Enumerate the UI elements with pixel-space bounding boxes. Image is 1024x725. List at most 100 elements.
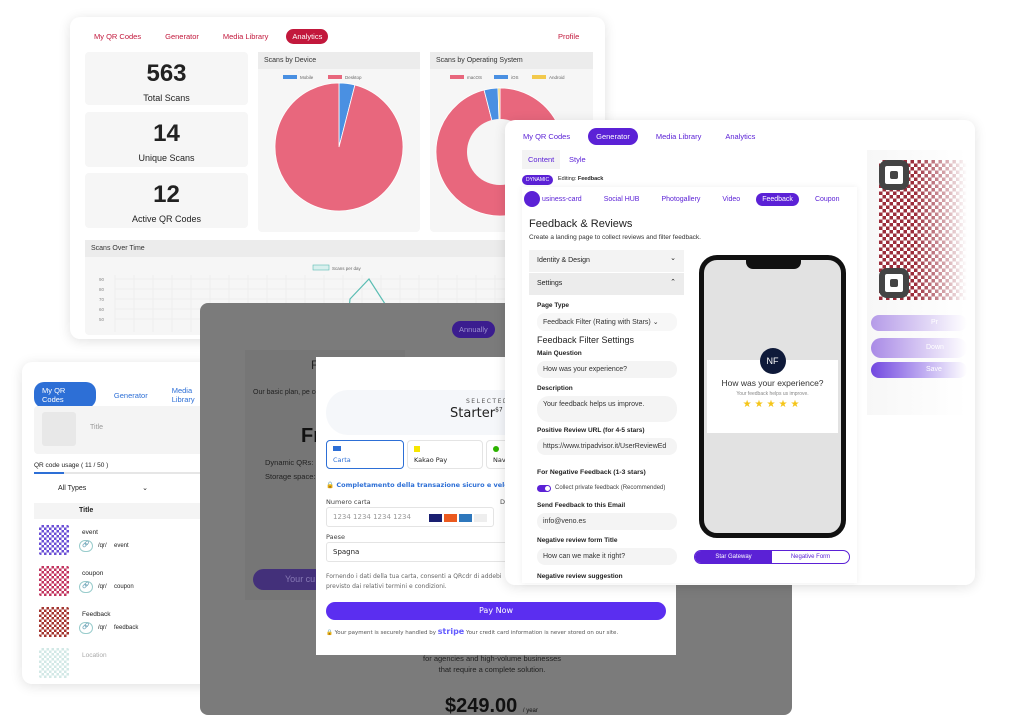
- email-input[interactable]: info@veno.es: [537, 513, 677, 530]
- method-carta[interactable]: Carta: [326, 440, 404, 469]
- y-tick-label: 50: [99, 317, 105, 322]
- qr-finder-icon: [879, 160, 909, 190]
- lock-icon: 🔒: [326, 630, 333, 636]
- link-icon[interactable]: 🔗: [79, 581, 93, 593]
- preview-button[interactable]: Pr: [871, 315, 967, 331]
- section-identity-design[interactable]: Identity & Design ⌄: [529, 250, 684, 272]
- collect-feedback-toggle[interactable]: [537, 485, 551, 492]
- type-tab[interactable]: Video: [722, 196, 741, 203]
- method-label: Kakao Pay: [414, 456, 448, 464]
- mode-star-gateway[interactable]: Star Gateway: [695, 551, 772, 563]
- generator-nav: My QR Codes Generator Media Library Anal…: [517, 128, 761, 145]
- negative-title-input[interactable]: How can we make it right?: [537, 548, 677, 565]
- y-tick-label: 80: [99, 287, 105, 292]
- qr-name: Location: [82, 652, 107, 659]
- y-tick-label: 70: [99, 297, 105, 302]
- stat-value: 12: [153, 181, 180, 208]
- dynamic-badge: DYNAMIC: [522, 175, 554, 185]
- legend-swatch: [283, 75, 297, 79]
- qr-list-row[interactable]: coupon 🔗 /qr/ coupon: [34, 566, 222, 604]
- profile-link[interactable]: Profile: [558, 32, 580, 41]
- qr-slug: feedback: [114, 625, 139, 631]
- card-number-input[interactable]: 1234 1234 1234 1234: [326, 507, 494, 527]
- legend-swatch: [312, 264, 330, 271]
- new-qr-row: Title: [34, 406, 222, 454]
- qr-list-panel: My QR Codes Generator Media Library Titl…: [22, 362, 222, 684]
- qr-list-row[interactable]: Feedback 🔗 /qr/ feedback: [34, 607, 222, 645]
- title-input[interactable]: Title: [90, 424, 103, 431]
- pro-plan-price: $249.00 / year: [445, 695, 538, 718]
- negative-heading: For Negative Feedback (1-3 stars): [537, 469, 646, 476]
- qr-thumbnail: [39, 525, 69, 555]
- nav-generator[interactable]: Generator: [165, 32, 199, 41]
- nav-analytics[interactable]: Analytics: [286, 29, 329, 44]
- download-button[interactable]: Down: [871, 338, 967, 358]
- legend-label: Android: [549, 75, 565, 80]
- pro-plan-description: for agencies and high-volume businesses …: [423, 654, 561, 674]
- qr-list-row[interactable]: event 🔗 /qr/ event: [34, 525, 222, 563]
- legend-label: Mobile: [300, 75, 314, 80]
- page-type-label: Page Type: [537, 302, 570, 309]
- plan-price: $7: [495, 406, 503, 414]
- star-rating[interactable]: ★★★★★: [742, 399, 803, 410]
- positive-url-input[interactable]: https://www.tripadvisor.it/UserReviewEd: [537, 438, 677, 455]
- stat-label: Unique Scans: [138, 153, 195, 163]
- type-tab[interactable]: usiness-card: [524, 191, 588, 207]
- description-label: Description: [537, 385, 573, 392]
- phone-notch: [746, 259, 801, 269]
- phone-preview: NF How was your experience? Your feedbac…: [699, 255, 846, 538]
- legend-swatch: [494, 75, 508, 79]
- selected-plan-name: Starter$7: [450, 406, 503, 421]
- mode-negative-form[interactable]: Negative Form: [790, 554, 831, 560]
- page-type-select[interactable]: Feedback Filter (Rating with Stars) ⌄: [537, 313, 677, 331]
- column-header-title[interactable]: Title: [34, 503, 222, 519]
- nav-my-qr-codes[interactable]: My QR Codes: [94, 32, 142, 41]
- preview-mode-switch: Star Gateway Negative Form: [694, 550, 850, 564]
- legend: macOS iOS Android: [450, 75, 565, 80]
- editor-title: Feedback & Reviews: [529, 218, 633, 230]
- qr-list-row[interactable]: Location: [34, 648, 222, 684]
- stat-unique-scans: 14 Unique Scans: [85, 112, 248, 167]
- nav-my-qr-codes[interactable]: My QR Codes: [523, 132, 571, 141]
- nav-generator[interactable]: Generator: [113, 390, 148, 400]
- type-filter[interactable]: All Types ⌄: [36, 481, 152, 497]
- method-kakao-pay[interactable]: Kakao Pay: [407, 440, 483, 469]
- nav-generator[interactable]: Generator: [588, 128, 638, 145]
- nav-analytics[interactable]: Analytics: [725, 132, 756, 141]
- negative-suggestion-label: Negative review suggestion: [537, 573, 623, 580]
- save-button[interactable]: Save: [871, 362, 967, 378]
- y-tick-label: 90: [99, 277, 105, 282]
- tab-content[interactable]: Content: [522, 150, 561, 169]
- main-question-input[interactable]: How was your experience?: [537, 361, 677, 378]
- device-chart-card: Scans by Device Mobile Desktop: [258, 52, 420, 232]
- section-settings[interactable]: Settings ⌃: [529, 273, 684, 295]
- nav-media-library[interactable]: Media Library: [655, 132, 702, 141]
- description-input[interactable]: Your feedback helps us improve.: [537, 396, 677, 422]
- feature-item: Dynamic QRs:: [265, 458, 314, 467]
- card-icon: [333, 446, 341, 451]
- type-tab[interactable]: Social HUB: [603, 196, 640, 203]
- preview-card: NF How was your experience? Your feedbac…: [707, 348, 838, 433]
- pay-now-button[interactable]: Pay Now: [326, 602, 666, 620]
- analytics-nav: My QR Codes Generator Media Library Anal…: [88, 29, 329, 44]
- type-tab[interactable]: Coupon: [814, 196, 840, 203]
- link-icon[interactable]: 🔗: [79, 540, 93, 552]
- nav-media-library[interactable]: Media Library: [222, 32, 269, 41]
- section-label: Settings: [537, 280, 563, 287]
- tab-style[interactable]: Style: [569, 155, 586, 164]
- editing-prefix: Editing:: [558, 176, 577, 182]
- kakao-icon: [414, 446, 420, 452]
- pie-slice-desktop: [274, 82, 404, 212]
- legend-label: Scans per day: [332, 266, 362, 271]
- y-tick-label: 60: [99, 307, 105, 312]
- back-arrow-icon[interactable]: [524, 191, 540, 207]
- type-tab[interactable]: Feedback: [756, 193, 799, 206]
- nav-my-qr-codes[interactable]: My QR Codes: [34, 382, 96, 408]
- link-icon[interactable]: 🔗: [79, 622, 93, 634]
- annually-toggle[interactable]: Annually: [452, 321, 495, 338]
- url-prefix: /qr/: [98, 543, 107, 549]
- page-type-value: Feedback Filter (Rating with Stars): [543, 319, 651, 326]
- type-tab[interactable]: Photogallery: [661, 196, 701, 203]
- qr-name: event: [82, 529, 98, 536]
- nav-media-library[interactable]: Media Library: [171, 386, 195, 404]
